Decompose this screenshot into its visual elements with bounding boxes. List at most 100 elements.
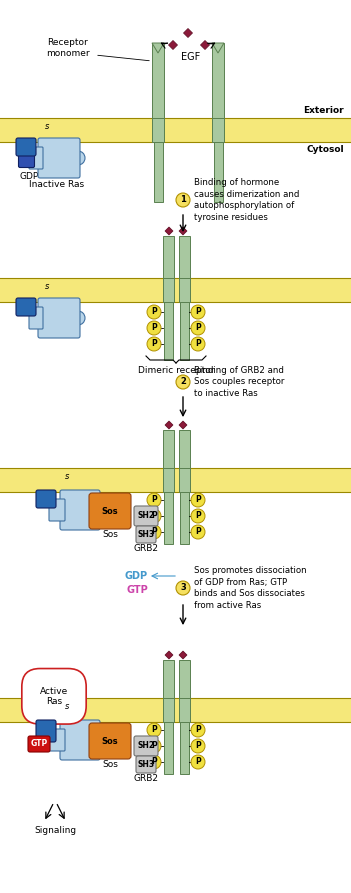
Polygon shape: [179, 651, 187, 659]
Text: P: P: [195, 496, 201, 505]
FancyBboxPatch shape: [136, 756, 156, 773]
Polygon shape: [179, 227, 187, 235]
Text: P: P: [151, 307, 157, 316]
Text: P: P: [151, 528, 157, 537]
FancyBboxPatch shape: [38, 298, 80, 338]
Text: Sos: Sos: [102, 507, 118, 516]
FancyBboxPatch shape: [38, 138, 80, 178]
Text: SH2: SH2: [138, 512, 154, 521]
Bar: [0, 468, 351, 492]
Circle shape: [191, 509, 205, 523]
Polygon shape: [165, 651, 173, 659]
Text: P: P: [195, 741, 201, 750]
Polygon shape: [200, 40, 210, 49]
Polygon shape: [168, 40, 178, 49]
Bar: [179, 660, 190, 698]
Bar: [164, 302, 173, 360]
Circle shape: [147, 755, 161, 769]
FancyBboxPatch shape: [89, 723, 131, 759]
FancyBboxPatch shape: [36, 490, 56, 508]
Text: 3: 3: [180, 583, 186, 592]
Polygon shape: [165, 227, 173, 235]
Text: SH2: SH2: [138, 741, 154, 750]
Text: P: P: [151, 496, 157, 505]
FancyBboxPatch shape: [16, 298, 36, 316]
Bar: [164, 492, 173, 544]
Circle shape: [147, 509, 161, 523]
Text: s: s: [45, 122, 49, 131]
Text: Active
Ras: Active Ras: [40, 687, 68, 706]
Text: Sos promotes dissociation
of GDP from Ras; GTP
binds and Sos dissociates
from ac: Sos promotes dissociation of GDP from Ra…: [194, 566, 307, 610]
Polygon shape: [184, 29, 192, 38]
Bar: [179, 698, 190, 722]
Bar: [163, 236, 174, 278]
Bar: [163, 660, 174, 698]
Bar: [164, 722, 173, 774]
Text: Sos: Sos: [102, 530, 118, 539]
Text: P: P: [195, 307, 201, 316]
Text: Sos: Sos: [102, 738, 118, 747]
FancyBboxPatch shape: [89, 493, 131, 529]
Bar: [152, 118, 164, 142]
Circle shape: [191, 337, 205, 351]
Text: P: P: [195, 323, 201, 332]
Circle shape: [191, 321, 205, 335]
Text: SH3: SH3: [137, 513, 155, 522]
Bar: [179, 430, 190, 468]
Text: s: s: [45, 282, 49, 291]
Text: GRB2: GRB2: [133, 774, 159, 783]
Text: SH3: SH3: [138, 760, 154, 769]
Text: P: P: [151, 757, 157, 766]
Text: P: P: [195, 512, 201, 521]
FancyBboxPatch shape: [49, 499, 65, 521]
Bar: [180, 492, 189, 544]
Text: P: P: [195, 339, 201, 348]
Bar: [163, 698, 174, 722]
Text: Cytosol: Cytosol: [306, 145, 344, 154]
Bar: [163, 430, 174, 468]
Text: 2: 2: [180, 378, 186, 387]
Circle shape: [71, 311, 85, 325]
Circle shape: [191, 755, 205, 769]
FancyBboxPatch shape: [28, 736, 50, 752]
Bar: [0, 118, 351, 142]
Text: GDP: GDP: [19, 172, 39, 181]
FancyBboxPatch shape: [16, 138, 36, 156]
Bar: [212, 118, 224, 142]
Bar: [0, 698, 351, 722]
Circle shape: [147, 321, 161, 335]
Text: GTP: GTP: [126, 585, 148, 595]
Text: P: P: [195, 757, 201, 766]
Circle shape: [71, 151, 85, 165]
Text: SH3: SH3: [137, 743, 155, 752]
Text: Sos: Sos: [102, 760, 118, 769]
Text: P: P: [151, 725, 157, 735]
Circle shape: [176, 375, 190, 389]
Text: Receptor
monomer: Receptor monomer: [46, 38, 90, 58]
Text: GDP: GDP: [125, 571, 148, 581]
Text: GRB2: GRB2: [133, 544, 159, 553]
Circle shape: [191, 305, 205, 319]
Circle shape: [147, 493, 161, 507]
FancyBboxPatch shape: [29, 147, 43, 169]
Bar: [152, 43, 164, 118]
Bar: [214, 142, 223, 202]
Circle shape: [176, 193, 190, 207]
Bar: [163, 278, 174, 302]
Text: Signaling: Signaling: [34, 826, 76, 835]
Bar: [179, 468, 190, 492]
Circle shape: [191, 493, 205, 507]
Text: P: P: [151, 323, 157, 332]
FancyBboxPatch shape: [29, 307, 43, 329]
Text: s: s: [65, 472, 69, 481]
Bar: [212, 43, 224, 118]
Text: SH3: SH3: [138, 530, 154, 539]
Text: P: P: [195, 528, 201, 537]
Circle shape: [191, 739, 205, 753]
Circle shape: [147, 305, 161, 319]
Text: P: P: [195, 725, 201, 735]
Polygon shape: [179, 421, 187, 429]
FancyBboxPatch shape: [134, 506, 158, 526]
Text: 1: 1: [180, 196, 186, 204]
Text: P: P: [151, 339, 157, 348]
